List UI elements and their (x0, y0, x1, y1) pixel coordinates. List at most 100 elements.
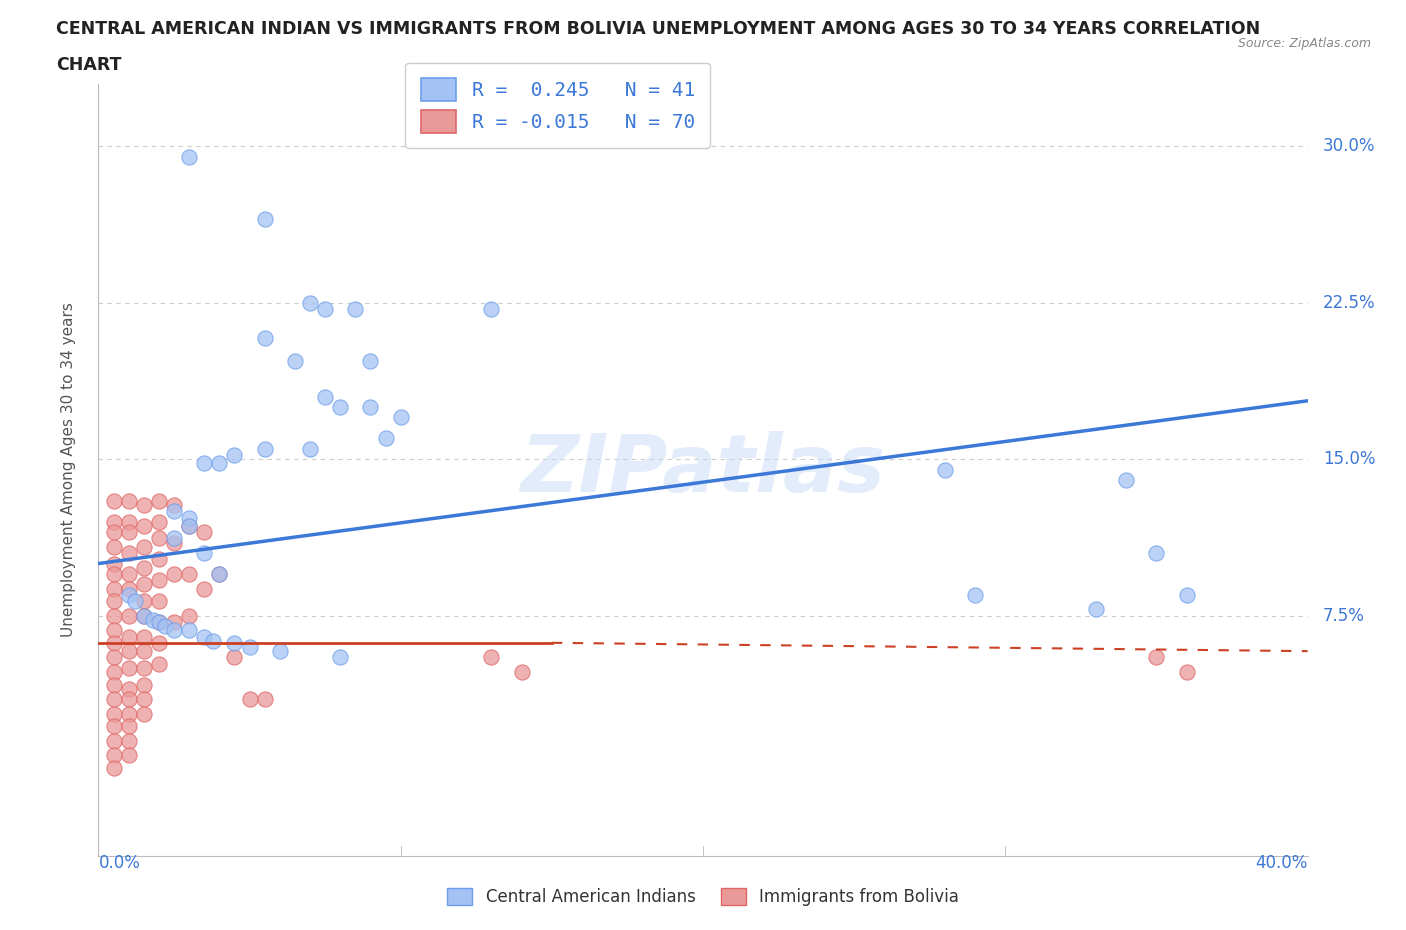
Point (132, 706, 155, 721)
Point (148, 635, 170, 650)
Point (103, 677, 125, 692)
Point (132, 498, 155, 512)
Point (239, 640, 262, 655)
Point (103, 556, 125, 571)
Point (284, 353, 307, 368)
Point (148, 551, 170, 566)
Point (148, 531, 170, 546)
Point (1085, 602, 1108, 617)
Point (118, 566, 141, 581)
Point (103, 719, 125, 734)
Point (1115, 472, 1137, 487)
Point (118, 546, 141, 561)
Point (103, 581, 125, 596)
Point (118, 719, 141, 734)
Point (253, 212, 276, 227)
Point (103, 706, 125, 721)
Point (142, 613, 165, 628)
Point (132, 692, 155, 707)
Point (103, 635, 125, 650)
Text: 22.5%: 22.5% (1323, 294, 1375, 312)
Point (179, 150, 201, 165)
Point (153, 618, 176, 633)
Point (118, 660, 141, 675)
Point (103, 593, 125, 608)
Point (208, 456, 231, 471)
Point (148, 573, 170, 588)
Point (148, 494, 170, 509)
Point (103, 566, 125, 581)
Point (118, 581, 141, 596)
Point (253, 442, 276, 457)
Point (389, 410, 412, 425)
Point (193, 546, 215, 561)
Point (314, 389, 336, 404)
Text: CENTRAL AMERICAN INDIAN VS IMMIGRANTS FROM BOLIVIA UNEMPLOYMENT AMONG AGES 30 TO: CENTRAL AMERICAN INDIAN VS IMMIGRANTS FR… (56, 20, 1261, 38)
Text: 7.5%: 7.5% (1323, 606, 1365, 625)
Point (1175, 665, 1198, 680)
Point (239, 692, 262, 707)
Point (118, 629, 141, 644)
Point (179, 519, 201, 534)
Point (118, 525, 141, 539)
Point (163, 504, 186, 519)
Text: Source: ZipAtlas.com: Source: ZipAtlas.com (1237, 37, 1371, 50)
Point (118, 608, 141, 623)
Point (163, 566, 186, 581)
Point (103, 608, 125, 623)
Point (934, 462, 956, 477)
Point (132, 608, 155, 623)
Point (208, 566, 231, 581)
Point (103, 734, 125, 749)
Point (163, 536, 186, 551)
Text: 15.0%: 15.0% (1323, 450, 1375, 468)
Point (148, 593, 170, 608)
Point (132, 660, 155, 675)
Point (103, 748, 125, 763)
Point (103, 665, 125, 680)
Point (163, 531, 186, 546)
Point (179, 566, 201, 581)
Point (132, 539, 155, 554)
Point (132, 677, 155, 692)
Text: Unemployment Among Ages 30 to 34 years: Unemployment Among Ages 30 to 34 years (60, 302, 76, 637)
Point (179, 511, 201, 525)
Point (224, 635, 246, 650)
Legend: Central American Indians, Immigrants from Bolivia: Central American Indians, Immigrants fro… (440, 881, 966, 912)
Point (329, 400, 352, 415)
Point (103, 525, 125, 539)
Point (103, 623, 125, 638)
Point (118, 706, 141, 721)
Point (965, 588, 987, 603)
Point (132, 577, 155, 591)
Point (193, 581, 215, 596)
Point (224, 447, 246, 462)
Point (253, 331, 276, 346)
Point (253, 692, 276, 707)
Point (360, 400, 382, 415)
Point (132, 560, 155, 575)
Point (148, 615, 170, 630)
Point (132, 519, 155, 534)
Point (118, 692, 141, 707)
Point (344, 301, 367, 316)
Point (132, 629, 155, 644)
Point (148, 615, 170, 630)
Point (118, 494, 141, 509)
Point (148, 514, 170, 529)
Point (1144, 650, 1167, 665)
Point (179, 623, 201, 638)
Point (103, 539, 125, 554)
Point (132, 593, 155, 608)
Point (103, 692, 125, 707)
Point (179, 608, 201, 623)
Point (1144, 546, 1167, 561)
Point (132, 608, 155, 623)
Point (1175, 588, 1198, 603)
Point (208, 566, 231, 581)
Point (148, 657, 170, 671)
Point (124, 593, 146, 608)
Point (374, 431, 396, 445)
Text: 30.0%: 30.0% (1323, 138, 1375, 155)
Point (118, 588, 141, 603)
